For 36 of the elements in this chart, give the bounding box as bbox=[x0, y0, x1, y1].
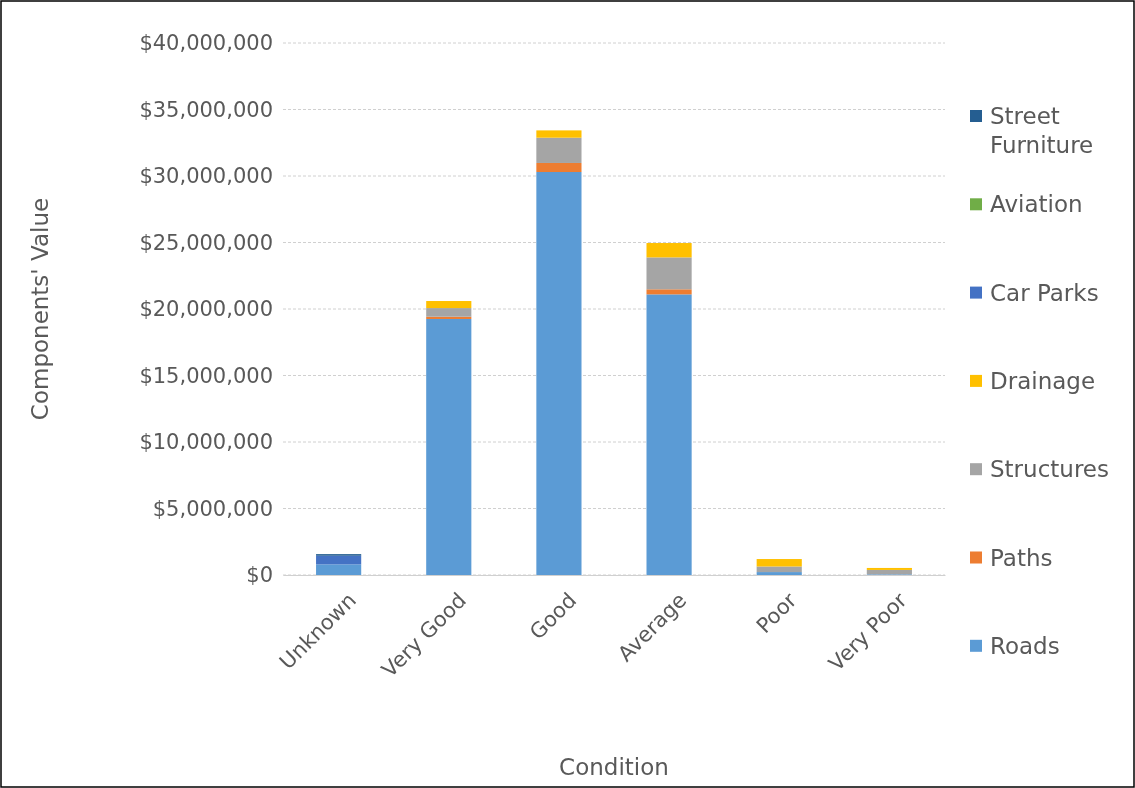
bar bbox=[756, 572, 802, 575]
legend-label: Aviation bbox=[990, 190, 1083, 217]
bar bbox=[536, 137, 582, 163]
legend-label: Car Parks bbox=[990, 279, 1099, 306]
bar bbox=[426, 318, 472, 575]
y-tick-label: $10,000,000 bbox=[139, 430, 273, 455]
legend-label: Paths bbox=[990, 544, 1053, 570]
y-axis-title: Components' Value bbox=[27, 197, 53, 421]
y-tick-label: $15,000,000 bbox=[139, 363, 273, 388]
x-axis-title: Condition bbox=[559, 754, 669, 780]
bar bbox=[536, 130, 582, 138]
bar bbox=[866, 567, 912, 570]
bar bbox=[646, 289, 692, 295]
y-tick-label: $35,000,000 bbox=[139, 97, 273, 122]
y-tick-label: $30,000,000 bbox=[139, 164, 273, 189]
legend-label: Roads bbox=[990, 632, 1060, 659]
y-tick-label: $40,000,000 bbox=[139, 31, 273, 56]
y-tick-label: $0 bbox=[246, 563, 273, 588]
legend-label: Drainage bbox=[990, 367, 1096, 394]
bar bbox=[866, 569, 912, 575]
bar bbox=[536, 172, 582, 575]
bar bbox=[756, 566, 802, 573]
y-tick-label: $5,000,000 bbox=[152, 496, 273, 521]
bar bbox=[646, 243, 692, 258]
bar bbox=[426, 308, 472, 317]
bar bbox=[536, 162, 582, 173]
bar bbox=[646, 257, 692, 290]
bar bbox=[316, 564, 362, 575]
bar bbox=[756, 559, 802, 567]
legend-label: Street Furniture bbox=[990, 102, 1094, 158]
y-tick-label: $20,000,000 bbox=[139, 297, 273, 322]
y-tick-label: $25,000,000 bbox=[139, 230, 273, 255]
bar bbox=[316, 555, 362, 565]
legend-label: Structures bbox=[990, 455, 1109, 482]
bar bbox=[426, 301, 472, 309]
bar bbox=[646, 294, 692, 575]
